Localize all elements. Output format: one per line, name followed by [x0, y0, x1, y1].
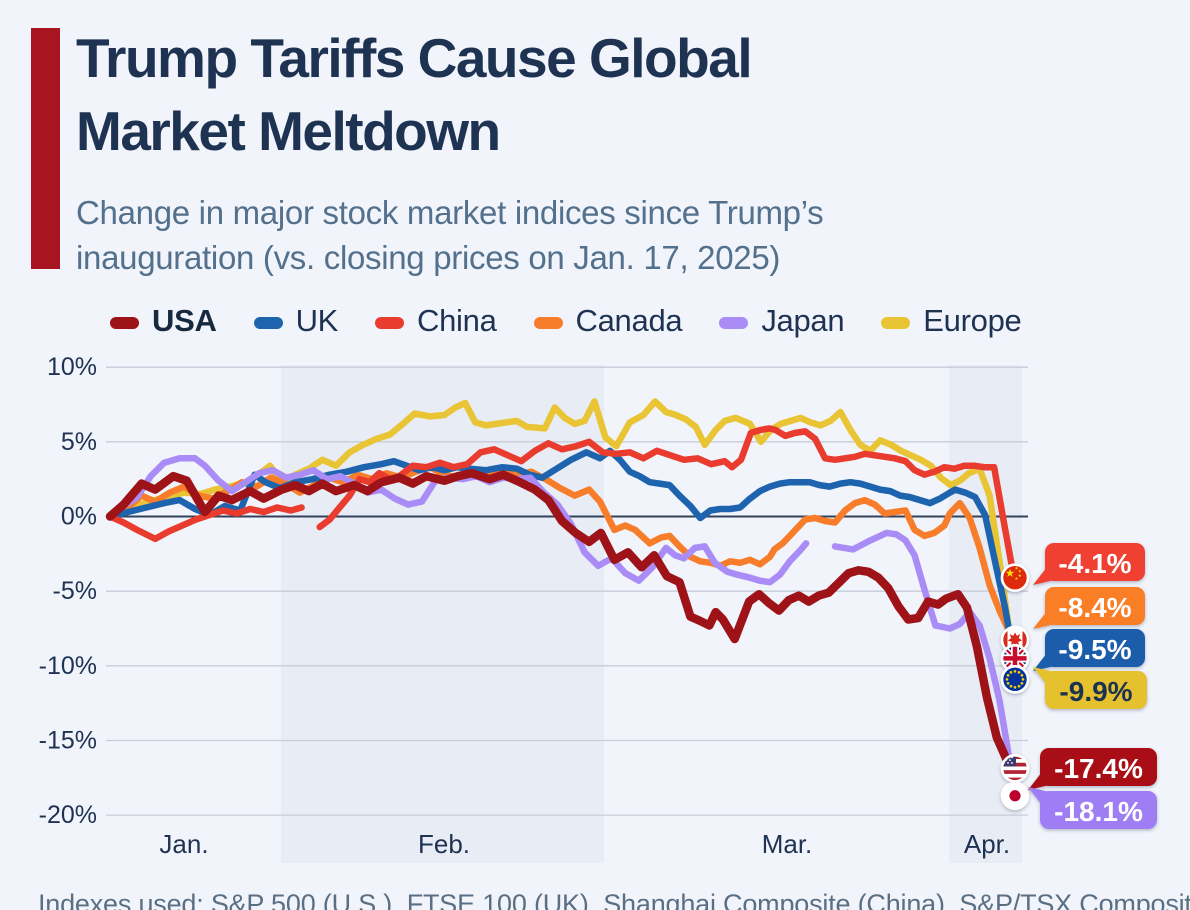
legend-label-china: China: [417, 303, 497, 338]
usa-flag-icon: [1000, 754, 1030, 783]
end-label-value-canada: -8.4%: [1058, 592, 1131, 623]
x-tick-label-feb: Feb.: [418, 829, 470, 859]
legend-item-usa: USA: [110, 303, 217, 339]
legend-label-japan: Japan: [761, 303, 845, 338]
end-label-value-uk: -9.5%: [1058, 634, 1131, 665]
end-label-value-europe: -9.9%: [1059, 676, 1132, 707]
legend-label-europe: Europe: [923, 303, 1022, 338]
eu-flag-ring: [1000, 665, 1030, 694]
title-accent-bar: [31, 28, 60, 269]
page-title: Trump Tariffs Cause Global Market Meltdo…: [76, 22, 753, 168]
end-label-value-japan: -18.1%: [1054, 796, 1143, 827]
legend-label-uk: UK: [295, 303, 339, 338]
chart-line-uk: [106, 447, 1018, 662]
legend-swatch-icon-china: [375, 316, 405, 329]
page-subtitle-line1: Change in major stock market indices sin…: [76, 194, 824, 231]
end-label-canada: -8.4%: [1033, 587, 1145, 629]
japan-flag-icon: [1000, 781, 1030, 811]
end-label-value-china: -4.1%: [1058, 548, 1131, 579]
y-tick-label--15%: -15%: [39, 726, 97, 754]
legend-item-japan: Japan: [719, 303, 845, 339]
legend-swatch-icon-uk: [253, 316, 283, 329]
eu-flag-icon: [1000, 665, 1030, 694]
end-label-usa: -17.4%: [1028, 748, 1157, 790]
y-tick-label-0%: 0%: [61, 503, 97, 531]
usa-flag-ring: [1000, 754, 1030, 783]
x-tick-label-mar: Mar.: [762, 829, 813, 859]
page-title-line2: Market Meltdown: [76, 100, 501, 162]
chart-line-usa: [105, 468, 1019, 781]
legend-item-uk: UK: [253, 303, 339, 339]
end-label-value-usa: -17.4%: [1054, 753, 1143, 784]
end-label-japan: -18.1%: [1028, 787, 1157, 829]
legend-item-europe: Europe: [881, 303, 1022, 339]
legend-swatch-icon-japan: [719, 316, 749, 329]
y-tick-label--10%: -10%: [39, 652, 97, 680]
end-label-uk: -9.5%: [1033, 629, 1145, 671]
legend-item-canada: Canada: [533, 303, 683, 339]
legend-swatch-icon-usa: [110, 316, 139, 329]
y-tick-label-5%: 5%: [61, 428, 97, 456]
y-tick-label--5%: -5%: [53, 577, 97, 605]
china-flag-icon: [1000, 563, 1030, 593]
japan-flag-ring: [1000, 781, 1030, 811]
y-tick-label-10%: 10%: [47, 353, 97, 381]
page-subtitle: Change in major stock market indices sin…: [76, 190, 824, 280]
end-label-china: -4.1%: [1033, 543, 1145, 585]
end-label-europe: -9.9%: [1033, 667, 1147, 709]
legend-label-canada: Canada: [575, 303, 683, 338]
legend-label-usa: USA: [152, 303, 217, 338]
chart-legend: USA UK China Canada Japan Europe: [110, 303, 1022, 339]
page-title-line1: Trump Tariffs Cause Global: [76, 27, 753, 89]
y-tick-label--20%: -20%: [39, 801, 97, 829]
china-flag-ring: [1000, 563, 1030, 593]
chart-line-china: [106, 425, 1018, 581]
legend-swatch-icon-canada: [533, 316, 563, 329]
legend-item-china: China: [375, 303, 497, 339]
month-band-feb: [281, 365, 604, 863]
source-note: Indexes used: S&P 500 (U.S.), FTSE 100 (…: [38, 889, 1190, 910]
page-subtitle-line2: inauguration (vs. closing prices on Jan.…: [76, 239, 781, 276]
legend-swatch-icon-europe: [881, 316, 911, 329]
x-tick-label-apr: Apr.: [964, 829, 1010, 859]
x-tick-label-jan: Jan.: [159, 829, 208, 859]
